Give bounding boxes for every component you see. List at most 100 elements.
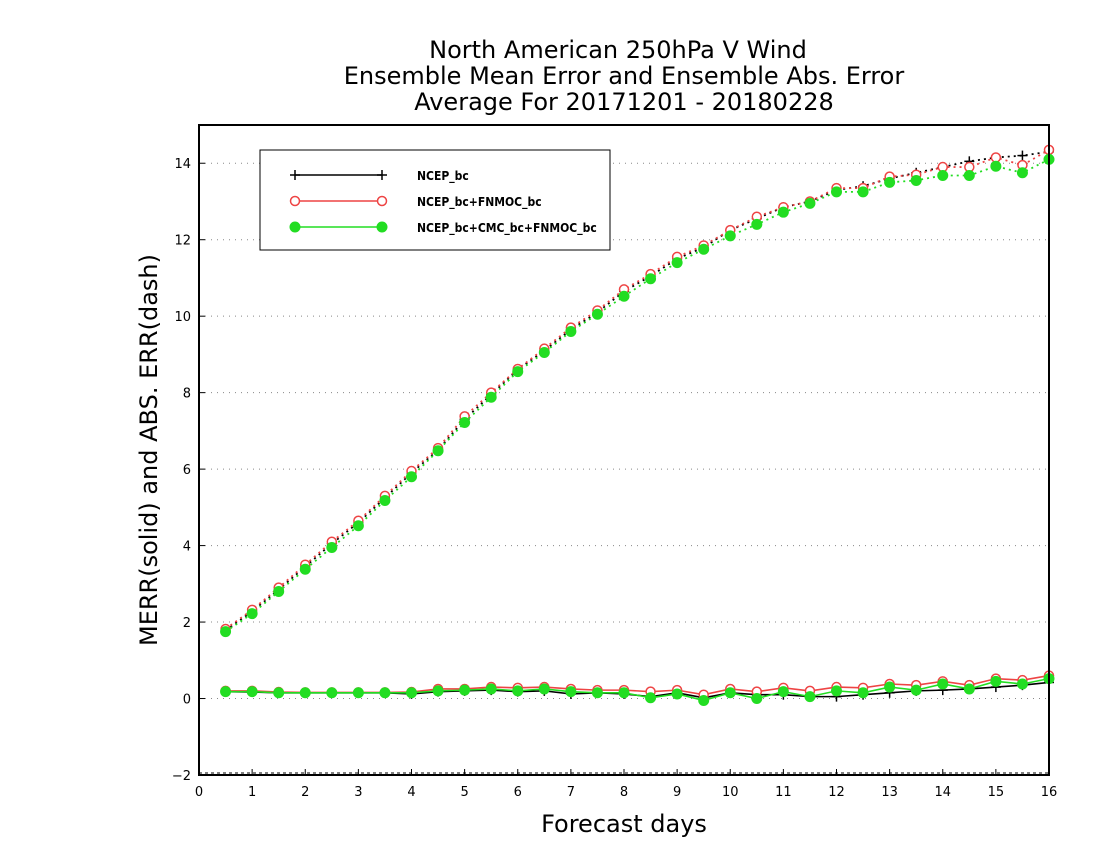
legend-label: NCEP_bc+FNMOC_bc [417,195,542,210]
merr-point [352,687,364,699]
merr-line-ncep-bc-cmc-bc-fnmoc-bc [225,677,1050,702]
legend-marker [376,221,388,233]
y-tick-label: 6 [183,463,191,478]
abs-err-point [857,186,869,198]
x-tick-label: 13 [881,785,898,800]
y-tick-label: 8 [183,387,191,402]
legend-label: NCEP_bc [417,169,469,184]
title-line-1: North American 250hPa V Wind [429,36,807,64]
merr-point [299,687,311,699]
merr-point [831,685,842,697]
abs-err-point [698,243,710,255]
abs-err-point [273,585,285,597]
y-axis-label: MERR(solid) and ABS. ERR(dash) [135,254,163,646]
x-tick-label: 11 [775,785,792,800]
abs-err-point [432,445,444,457]
abs-err-point [220,626,232,638]
legend-marker [289,195,301,207]
abs-err-point [512,366,524,378]
merr-point [459,684,471,696]
merr-point [273,687,285,699]
abs-err-point [591,308,603,320]
abs-err-point [724,230,736,242]
abs-err-point [565,325,577,337]
abs-err-point [751,218,763,230]
x-tick-label: 6 [514,785,522,800]
merr-point [406,687,417,699]
merr-point [857,687,869,699]
merr-point [565,686,577,698]
x-tick-label: 2 [301,785,309,800]
x-tick-label: 12 [828,785,845,800]
legend-box [259,149,611,251]
legend-marker [290,170,300,180]
y-tick-label: 2 [183,616,191,631]
chart-title: North American 250hPa V Wind Ensemble Me… [344,36,905,116]
x-tick-label: 0 [195,785,203,800]
merr-point [591,687,603,699]
abs-err-point [884,176,896,188]
merr-point [379,687,391,699]
abs-err-point [831,186,842,198]
legend-label: NCEP_bc+CMC_bc+FNMOC_bc [417,221,597,236]
x-tick-label: 5 [460,785,468,800]
merr-line-ncep-bc-fnmoc-bc [225,674,1050,696]
series-ncep-bc-cmc-bc-fnmoc-bc [220,153,1055,706]
abs-err-point [406,471,417,483]
merr-point [1016,678,1028,690]
merr-point [937,678,949,690]
x-tick-label: 8 [620,785,628,800]
x-tick-label: 7 [567,785,575,800]
abs-err-point [352,520,364,532]
merr-point [884,681,896,693]
merr-point [804,691,816,703]
x-tick-label: 16 [1041,785,1058,800]
x-tick-label: 9 [673,785,681,800]
y-tick-label: 12 [174,234,191,249]
abs-err-point [645,273,657,285]
abs-err-point [990,160,1002,172]
legend: NCEP_bc NCEP_bc+FNMOC_bc NCEP_bc+CMC_bc+FN… [259,149,611,251]
x-tick-label: 1 [248,785,256,800]
legend-item-ncep-bc-cmc-bc-fnmoc-bc: NCEP_bc+CMC_bc+FNMOC_bc [289,221,597,236]
merr-point [645,692,657,704]
merr-point [963,683,975,695]
legend-marker [377,170,387,180]
merr-point [246,686,258,698]
merr-point [990,675,1002,687]
abs-err-point [485,391,497,403]
y-tick-label: 10 [174,310,191,325]
legend-marker [376,195,388,207]
y-tick-label: 4 [183,540,191,555]
legend-item-ncep-bc: NCEP_bc [290,169,469,184]
legend-marker [289,221,301,233]
merr-point [671,688,683,700]
abs-err-point [1017,150,1028,161]
x-tick-label: 10 [722,785,739,800]
merr-point [698,694,710,706]
merr-point [618,687,630,699]
title-line-2: Ensemble Mean Error and Ensemble Abs. Er… [344,62,905,90]
abs-err-point [910,174,922,186]
merr-point [220,686,232,698]
abs-err-point [990,152,1002,163]
merr-point [432,685,444,697]
x-tick-label: 15 [988,785,1005,800]
abs-err-point [777,206,789,218]
abs-err-point [299,563,311,575]
merr-point [751,693,763,705]
x-tick-label: 4 [407,785,415,800]
abs-err-point [459,416,471,428]
merr-point [485,683,497,695]
abs-err-point [246,608,258,620]
series-layer [220,144,1055,706]
x-tick-label: 14 [934,785,951,800]
title-line-3: Average For 20171201 - 20180228 [414,88,834,116]
x-tick-label: 3 [354,785,362,800]
abs-err-point [671,257,683,269]
abs-err-point [538,347,550,358]
merr-point [512,685,524,697]
legend-item-ncep-bc-fnmoc-bc: NCEP_bc+FNMOC_bc [289,195,542,210]
